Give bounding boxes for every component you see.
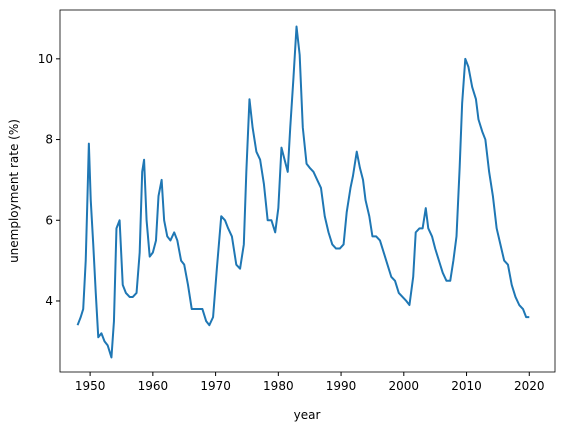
y-axis-label: unemployment rate (%) [7, 119, 21, 263]
y-tick-label: 8 [45, 133, 53, 147]
axes-frame [59, 9, 556, 373]
data-line [76, 25, 530, 359]
x-tick-label: 2020 [514, 379, 545, 393]
x-tick-label: 2000 [389, 379, 420, 393]
x-tick-label: 1970 [200, 379, 231, 393]
y-tick-label: 4 [45, 294, 53, 308]
x-tick-label: 1990 [326, 379, 357, 393]
x-tick-label: 1950 [75, 379, 106, 393]
x-axis-label: year [294, 408, 321, 422]
x-tick-label: 1980 [263, 379, 294, 393]
x-tick-label: 1960 [138, 379, 169, 393]
x-tick-label: 2010 [451, 379, 482, 393]
y-tick-label: 10 [38, 52, 53, 66]
y-tick-label: 6 [45, 213, 53, 227]
